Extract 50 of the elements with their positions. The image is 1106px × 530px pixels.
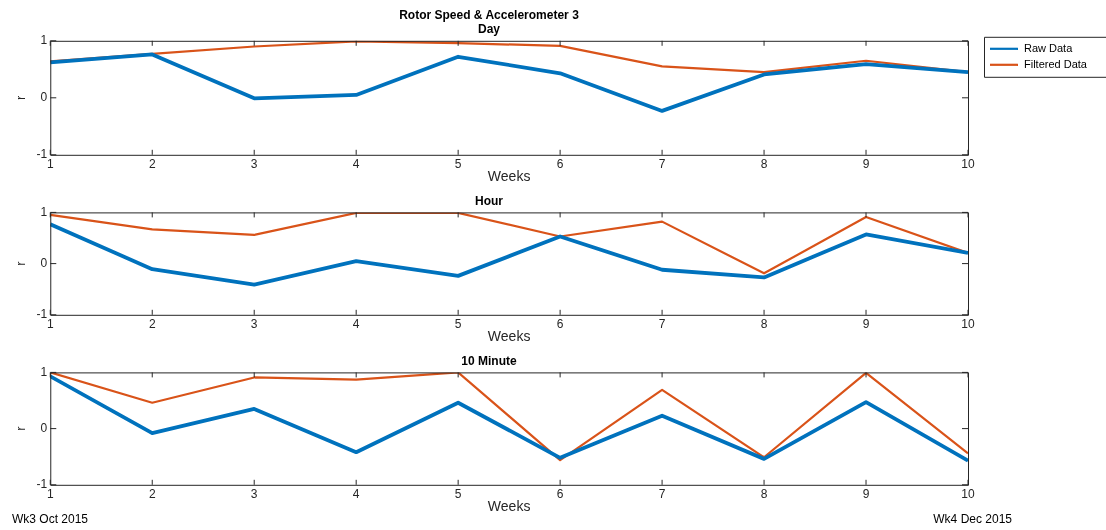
x-tick-label: 9 [862, 157, 870, 172]
x-tick-label: 7 [658, 487, 666, 502]
x-tick-label: 5 [454, 317, 462, 332]
x-tick-label: 7 [658, 317, 666, 332]
x-tick-label: 4 [352, 487, 360, 502]
x-tick-label: 6 [556, 317, 564, 332]
x-tick-label: 9 [862, 487, 870, 502]
x-tick-label: 10 [961, 317, 975, 332]
legend-label: Filtered Data [1024, 57, 1088, 70]
x-tick-label: 3 [250, 157, 258, 172]
x-tick-label: 3 [250, 487, 258, 502]
chart-title: Rotor Speed & Accelerometer 3 [399, 7, 580, 22]
x-tick-label: 4 [352, 157, 360, 172]
y-axis-title: r [13, 425, 29, 431]
x-tick-label: 2 [148, 157, 156, 172]
text: Wk4 Dec 2015 [933, 512, 1013, 527]
y-tick-label: 0 [40, 90, 48, 105]
x-tick-label: 3 [250, 317, 258, 332]
x-tick-label: 5 [454, 487, 462, 502]
chart-title: Hour [475, 193, 504, 208]
y-tick-label: -1 [36, 477, 48, 492]
x-tick-label: 5 [454, 157, 462, 172]
y-axis-title: r [13, 94, 29, 100]
x-tick-label: 10 [961, 157, 975, 172]
x-axis-title: Weeks [487, 168, 531, 185]
y-tick-label: 1 [40, 204, 48, 219]
x-tick-label: 9 [862, 317, 870, 332]
chart-title: 10 Minute [461, 353, 517, 368]
y-tick-label: 1 [40, 33, 48, 48]
x-tick-label: 6 [556, 157, 564, 172]
chart-subtitle: Day [477, 21, 501, 36]
legend-label: Raw Data [1024, 41, 1074, 54]
x-tick-label: 2 [148, 317, 156, 332]
x-tick-label: 8 [760, 157, 768, 172]
x-tick-label: 8 [760, 487, 768, 502]
y-axis-title: r [13, 260, 29, 266]
text: Wk3 Oct 2015 [12, 512, 89, 527]
x-tick-label: 2 [148, 487, 156, 502]
y-tick-label: 1 [40, 364, 48, 379]
x-tick-label: 8 [760, 317, 768, 332]
y-tick-label: 0 [40, 255, 48, 270]
x-tick-label: 7 [658, 157, 666, 172]
x-axis-title: Weeks [487, 498, 531, 515]
y-tick-label: -1 [36, 307, 48, 322]
x-axis-title: Weeks [487, 328, 531, 345]
x-tick-label: 10 [961, 487, 975, 502]
x-tick-label: 4 [352, 317, 360, 332]
y-tick-label: -1 [36, 147, 48, 162]
y-tick-label: 0 [40, 420, 48, 435]
x-tick-label: 6 [556, 487, 564, 502]
